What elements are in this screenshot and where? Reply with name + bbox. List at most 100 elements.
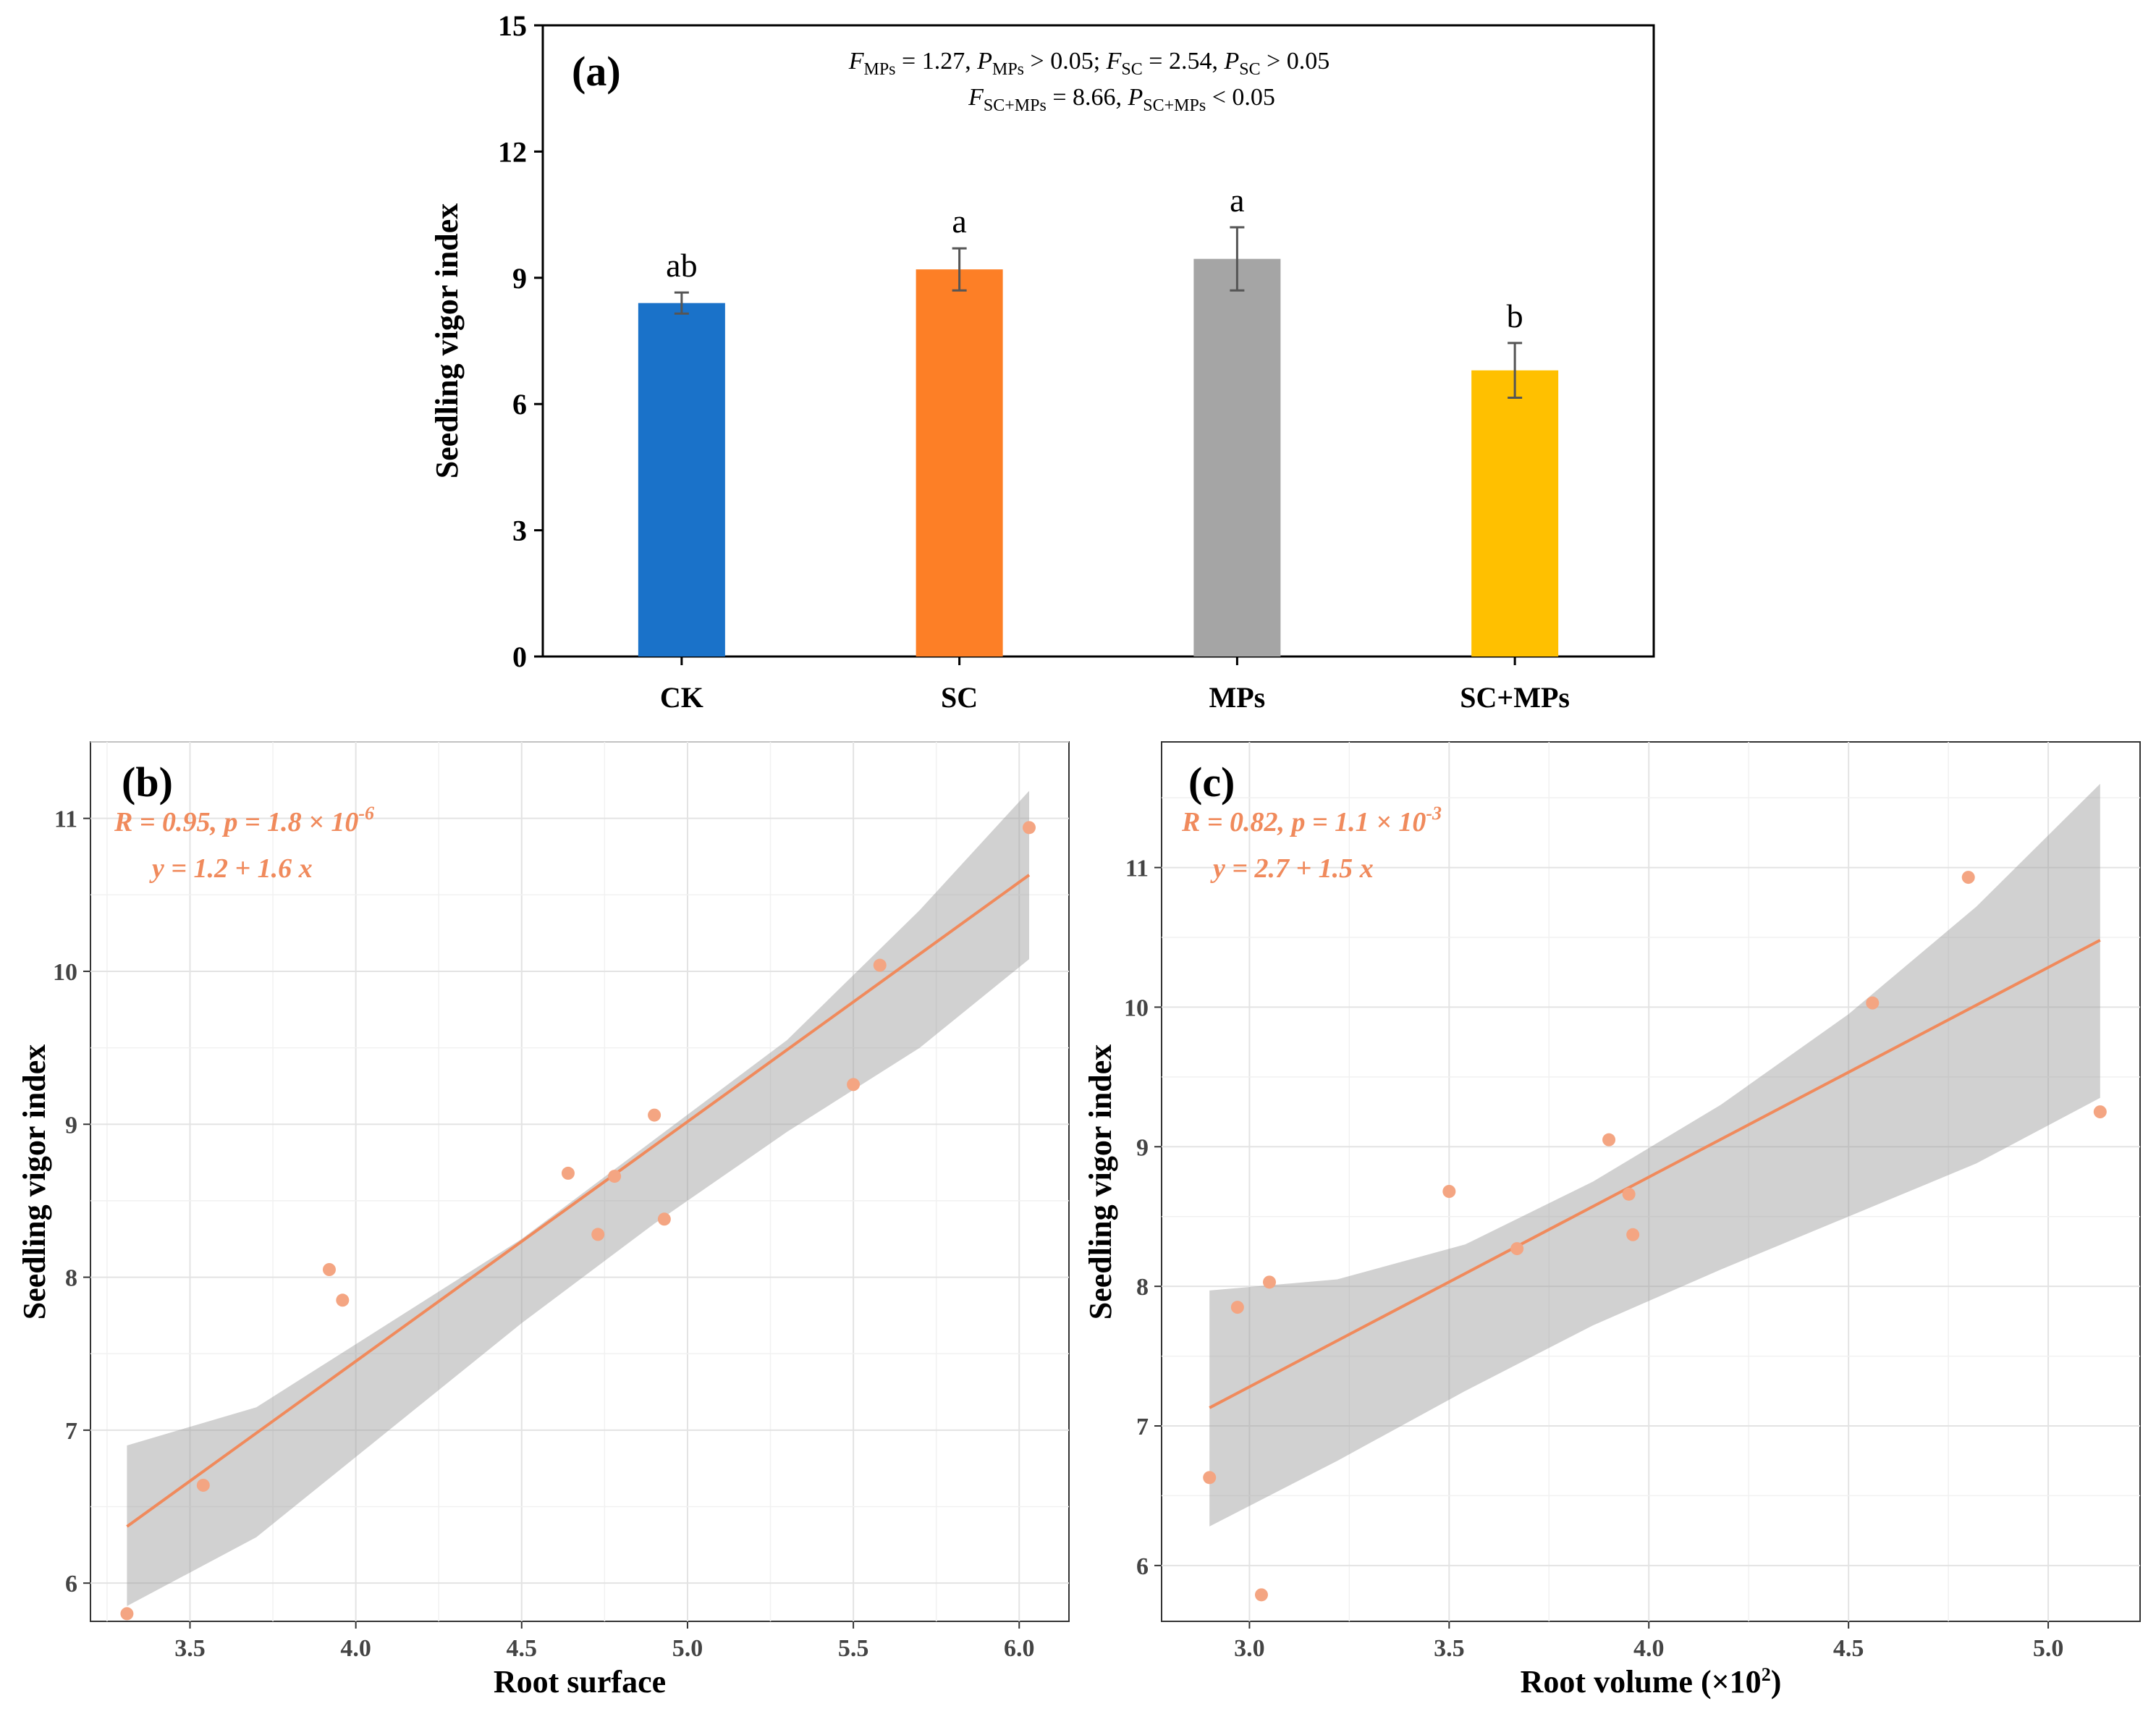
x-tick-label: CK (660, 681, 703, 714)
data-point (1254, 1588, 1268, 1602)
panel-b-points (120, 821, 1036, 1621)
x-tick-label: 5.5 (838, 1635, 869, 1662)
y-tick-label: 11 (54, 806, 77, 833)
x-tick-label: 3.5 (1434, 1635, 1465, 1662)
panel-c-fit-line (1209, 939, 2101, 1409)
panel-b-scatter: 3.5 4.0 4.5 5.0 5.5 6.0 6 7 8 9 10 11 (b) R = 0.95… (17, 741, 1070, 1700)
data-point (648, 1108, 661, 1122)
data-point (1203, 1471, 1217, 1485)
x-tick-label: 5.0 (2033, 1635, 2064, 1662)
x-tick-label: SC (941, 681, 978, 714)
panel-b-regression-equation: y = 1.2 + 1.6 x (149, 853, 313, 884)
panel-a-x-ticks: CK SC MPs SC+MPs (660, 657, 1570, 714)
panel-a-y-axis-title: Seedling vigor index (429, 203, 465, 479)
panel-b-stats-r-p: R = 0.95, p = 1.8 × 10-6 (114, 803, 374, 837)
data-point (608, 1170, 622, 1183)
data-point (322, 1263, 336, 1276)
data-point (561, 1166, 575, 1180)
panel-b-y-ticks: 6 7 8 9 10 11 (53, 806, 90, 1597)
panel-c-x-ticks: 3.0 3.5 4.0 4.5 5.0 (1234, 1621, 2063, 1662)
y-tick-label: 9 (512, 262, 527, 295)
y-tick-label: 6 (1136, 1553, 1149, 1580)
panel-b-confidence-band (127, 790, 1029, 1606)
data-point (2093, 1105, 2107, 1119)
panel-c-frame (1161, 741, 2141, 1622)
panel-b-fit-line (126, 874, 1031, 1528)
y-tick-label: 9 (65, 1112, 77, 1139)
panel-b-x-ticks: 3.5 4.0 4.5 5.0 5.5 6.0 (174, 1621, 1035, 1662)
x-tick-label: 3.5 (174, 1635, 206, 1662)
y-tick-label: 6 (65, 1571, 77, 1597)
panel-c-points (1203, 871, 2107, 1602)
y-tick-label: 7 (1136, 1414, 1149, 1440)
x-tick-label: MPs (1209, 681, 1265, 714)
data-point (1626, 1228, 1640, 1241)
data-point (847, 1078, 861, 1092)
data-point (196, 1478, 210, 1492)
x-tick-label: 4.5 (507, 1635, 538, 1662)
panel-c-confidence-band (1209, 783, 2100, 1527)
data-point (1262, 1275, 1276, 1289)
panel-c-label: (c) (1188, 759, 1235, 806)
y-tick-label: 10 (53, 959, 77, 986)
x-tick-label: 3.0 (1234, 1635, 1265, 1662)
panel-c-y-ticks: 6 7 8 9 10 11 (1124, 856, 1162, 1580)
data-point (1230, 1301, 1244, 1314)
panel-a-label: (a) (572, 48, 621, 95)
panel-c-stats-r-p: R = 0.82, p = 1.1 × 10-3 (1181, 803, 1442, 837)
panel-c-scatter: 3.0 3.5 4.0 4.5 5.0 6 7 8 9 10 11 (c) R = 0.82, p… (1083, 741, 2141, 1700)
panel-c-regression-equation: y = 2.7 + 1.5 x (1210, 853, 1374, 884)
panel-a-stats-line-1: FMPs = 1.27, PMPs > 0.05; FSC = 2.54, PS… (848, 48, 1330, 79)
data-point (873, 958, 887, 972)
bar-sc (916, 269, 1003, 657)
x-tick-label: 4.0 (340, 1635, 371, 1662)
x-tick-label: 6.0 (1004, 1635, 1035, 1662)
x-tick-label: 4.5 (1833, 1635, 1864, 1662)
y-tick-label: 6 (512, 388, 527, 421)
data-point (1442, 1185, 1456, 1198)
regression-line (1209, 939, 2101, 1409)
panel-a-y-ticks: 0 3 6 9 12 15 (498, 9, 543, 673)
significance-letter: a (1230, 182, 1244, 219)
data-point (1622, 1187, 1636, 1201)
data-point (120, 1607, 134, 1621)
panel-b-frame (90, 741, 1070, 1622)
y-tick-label: 3 (512, 515, 527, 547)
x-tick-label: 4.0 (1633, 1635, 1665, 1662)
x-tick-label: 5.0 (672, 1635, 703, 1662)
significance-letter: a (952, 203, 966, 240)
panel-c-y-axis-title: Seedling vigor index (1083, 1044, 1118, 1320)
data-point (336, 1293, 350, 1307)
bar-mps (1193, 258, 1281, 657)
data-point (1602, 1133, 1616, 1147)
y-tick-label: 0 (512, 641, 527, 673)
panel-a-frame (541, 24, 1655, 658)
panel-c-grid (1162, 742, 2140, 1621)
panel-b-x-axis-title: Root surface (494, 1664, 666, 1700)
confidence-band (1209, 783, 2100, 1527)
data-point (1023, 821, 1036, 835)
panel-a-stats-line-2: FSC+MPs = 8.66, PSC+MPs < 0.05 (968, 84, 1275, 115)
panel-b-y-axis-title: Seedling vigor index (17, 1044, 52, 1320)
y-tick-label: 12 (498, 135, 527, 168)
bar-ck (638, 303, 725, 657)
y-tick-label: 8 (1136, 1274, 1149, 1301)
y-tick-label: 7 (65, 1418, 77, 1445)
x-tick-label: SC+MPs (1460, 681, 1570, 714)
y-tick-label: 15 (498, 9, 527, 42)
y-tick-label: 11 (1125, 856, 1149, 882)
data-point (1866, 996, 1880, 1010)
significance-letter: ab (666, 247, 697, 284)
data-point (657, 1212, 671, 1226)
y-tick-label: 8 (65, 1265, 77, 1292)
significance-letter: b (1507, 297, 1523, 334)
y-tick-label: 9 (1136, 1134, 1149, 1161)
confidence-band (127, 790, 1029, 1606)
y-tick-label: 10 (1124, 995, 1149, 1021)
bar-sc-mps (1471, 370, 1559, 657)
panel-c-x-axis-title: Root volume (×102) (1521, 1664, 1782, 1700)
panel-b-label: (b) (122, 759, 173, 806)
